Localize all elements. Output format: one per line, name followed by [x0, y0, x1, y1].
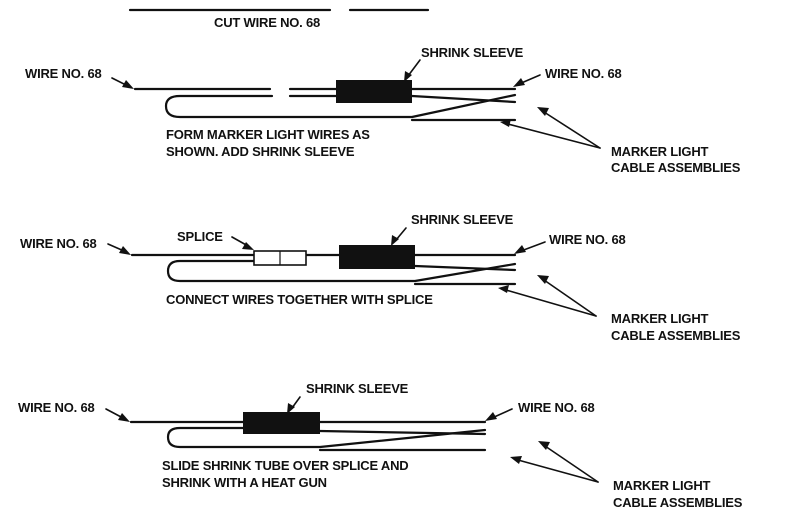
step1-shrink-sleeve-label: SHRINK SLEEVE [421, 45, 524, 60]
step1-instruction-line1: FORM MARKER LIGHT WIRES AS [166, 127, 370, 142]
step3-wire-right-label: WIRE NO. 68 [518, 400, 595, 415]
step1-wire-left-label: WIRE NO. 68 [25, 66, 102, 81]
step3-assemblies-line2: CABLE ASSEMBLIES [613, 495, 743, 510]
step3-marker-wire-loop [318, 429, 487, 436]
step1-wire-right-arrowhead [513, 78, 525, 87]
step2-splice-label: SPLICE [177, 229, 223, 244]
step3-instruction-line1: SLIDE SHRINK TUBE OVER SPLICE AND [162, 458, 408, 473]
step3-assembly-arrowhead-a [510, 456, 522, 464]
step3-assembly-leader-b [544, 445, 599, 483]
step2-assembly-arrowhead-a [537, 275, 549, 284]
cut-wire-label: CUT WIRE NO. 68 [214, 15, 320, 30]
step2-assemblies-line2: CABLE ASSEMBLIES [611, 328, 741, 343]
step2-wire-left-label: WIRE NO. 68 [20, 236, 97, 251]
step3-wire-left-label: WIRE NO. 68 [18, 400, 95, 415]
step2-splice-arrowhead [242, 242, 254, 250]
step1-assemblies-line1: MARKER LIGHT [611, 144, 709, 159]
step2-sleeve-leader [395, 227, 407, 241]
step1-panel: CUT WIRE NO. 68 WIRE NO. 68 WIRE NO. 68 … [25, 8, 741, 175]
step2-assemblies-line1: MARKER LIGHT [611, 311, 709, 326]
step2-wire-right-label: WIRE NO. 68 [549, 232, 626, 247]
step3-assembly-arrowhead-b [538, 441, 550, 450]
step1-assembly-leader-a [543, 111, 601, 149]
step2-wire-right-arrowhead [514, 245, 526, 254]
step2-shrink-sleeve-label: SHRINK SLEEVE [411, 212, 514, 227]
step3-wire-left-arrowhead [118, 413, 130, 422]
step3-assembly-leader-a [517, 459, 599, 483]
step2-instruction: CONNECT WIRES TOGETHER WITH SPLICE [166, 292, 433, 307]
step3-panel: WIRE NO. 68 WIRE NO. 68 SHRINK SLEEVE SL… [18, 381, 743, 510]
step2-wire-left-arrowhead [119, 246, 131, 255]
step3-shrink-sleeve [243, 412, 320, 434]
step1-shrink-sleeve [336, 80, 412, 103]
step1-assemblies-line2: CABLE ASSEMBLIES [611, 160, 741, 175]
step1-assembly-arrowhead-a [537, 107, 549, 116]
step2-assembly-leader-b [505, 289, 597, 317]
step1-sleeve-leader [407, 59, 421, 77]
step1-assembly-arrowhead-b [500, 119, 511, 127]
step3-sleeve-arrowhead [287, 403, 295, 414]
step1-wire-left-arrowhead [122, 80, 134, 89]
step2-marker-wire-loop [413, 264, 517, 272]
step3-marker-wire-upper [166, 426, 487, 449]
step3-instruction-line2: SHRINK WITH A HEAT GUN [162, 475, 327, 490]
step2-wire-right-leader [520, 241, 546, 252]
step1-sleeve-arrowhead [404, 71, 412, 82]
step1-assembly-leader-b [507, 123, 601, 149]
step1-instruction-line2: SHOWN. ADD SHRINK SLEEVE [166, 144, 355, 159]
step1-wire-right-label: WIRE NO. 68 [545, 66, 622, 81]
step3-wire-right-arrowhead [485, 412, 497, 421]
step2-sleeve-arrowhead [391, 235, 399, 246]
step2-assembly-leader-a [543, 279, 597, 317]
step2-shrink-sleeve [339, 245, 415, 269]
step2-marker-wire-upper [166, 259, 517, 283]
step1-marker-wire-upper [164, 93, 517, 119]
step3-shrink-sleeve-label: SHRINK SLEEVE [306, 381, 409, 396]
step3-assemblies-line1: MARKER LIGHT [613, 478, 711, 493]
step2-assembly-arrowhead-b [498, 285, 509, 293]
step2-panel: WIRE NO. 68 WIRE NO. 68 SPLICE SHRINK SL… [20, 212, 741, 343]
